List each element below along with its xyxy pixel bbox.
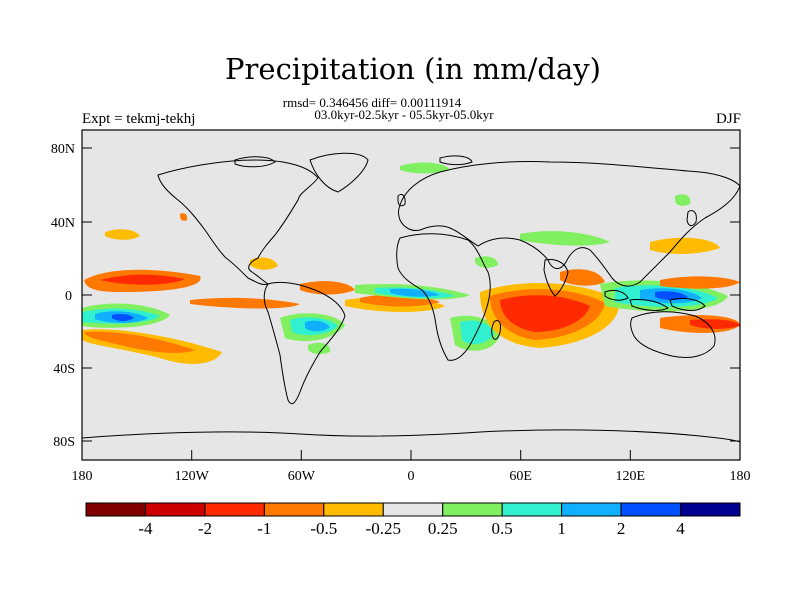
lon-tick-label: 60E: [509, 469, 532, 484]
anomaly-region: [300, 281, 355, 295]
colorbar-swatch: [620, 502, 682, 517]
lon-tick-label: 180: [72, 469, 93, 484]
anomaly-region: [390, 288, 440, 297]
experiment-label: Expt = tekmj-tekhj: [82, 111, 196, 127]
season-label: DJF: [715, 111, 741, 127]
colorbar-swatch: [144, 502, 206, 517]
colorbar-swatch: [263, 502, 325, 517]
anomaly-region: [690, 319, 740, 329]
lon-axis: 180 120W 60W 0 60E 120E 180: [72, 450, 751, 484]
anomaly-region: [305, 320, 330, 332]
anomaly-region: [105, 229, 140, 240]
colorbar-swatch: [323, 502, 384, 517]
colorbar-swatch: [382, 502, 444, 517]
anomaly-region: [84, 331, 195, 353]
colorbar-swatch: [204, 502, 265, 517]
lat-tick-label: 40S: [53, 362, 75, 377]
anomaly-region: [400, 162, 450, 174]
colorbar-label: -2: [198, 519, 212, 538]
period-line: 03.0kyr-02.5kyr - 05.5kyr-05.0kyr: [314, 107, 494, 122]
anomaly-region: [675, 194, 691, 206]
anomaly-region: [520, 231, 610, 246]
anomaly-region: [308, 342, 331, 355]
lon-tick-label: 120E: [616, 469, 646, 484]
anomaly-region: [180, 213, 188, 221]
colorbar-swatch: [442, 502, 503, 517]
colorbar-label: 4: [676, 519, 685, 538]
stats-line: rmsd= 0.346456 diff= 0.00111914: [282, 95, 462, 110]
anomaly-region: [560, 269, 605, 286]
anomaly-region: [650, 237, 720, 254]
colorbar-swatch: [561, 502, 622, 517]
anomaly-region: [660, 276, 740, 289]
colorbar-swatch: [85, 502, 146, 517]
lat-tick-label: 40N: [51, 216, 75, 231]
anomaly-region: [655, 291, 688, 300]
anomaly-region: [100, 274, 185, 285]
lon-tick-label: 60W: [288, 469, 316, 484]
lat-axis: 80N 40N 0 40S 80S: [51, 142, 740, 450]
precip-anomaly-field: [82, 162, 740, 364]
colorbar-label: -1: [257, 519, 271, 538]
colorbar-label: -0.25: [366, 519, 401, 538]
lat-tick-label: 80N: [51, 142, 75, 157]
lon-tick-label: 0: [408, 469, 415, 484]
anomaly-region: [190, 297, 300, 309]
colorbar-swatch: [680, 502, 741, 517]
colorbar-label: 0.5: [492, 519, 513, 538]
colorbar-label: 2: [617, 519, 626, 538]
colorbar-label: 1: [557, 519, 566, 538]
colorbar-swatch: [501, 502, 563, 517]
colorbar-label: -0.5: [310, 519, 337, 538]
anomaly-region: [500, 295, 590, 332]
colorbar-label: -4: [138, 519, 153, 538]
anomaly-region: [475, 256, 498, 268]
lat-tick-label: 0: [65, 289, 72, 304]
lat-tick-label: 80S: [53, 435, 75, 450]
chart-title: Precipitation (in mm/day): [225, 52, 601, 86]
anomaly-region: [250, 257, 278, 270]
anomaly-region: [112, 314, 134, 321]
coastlines: [82, 152, 740, 443]
colorbar: -4 -2 -1 -0.5 -0.25 0.25 0.5 1 2 4: [85, 502, 741, 538]
lon-tick-label: 120W: [175, 469, 210, 484]
lon-tick-label: 180: [730, 469, 751, 484]
colorbar-label: 0.25: [428, 519, 458, 538]
